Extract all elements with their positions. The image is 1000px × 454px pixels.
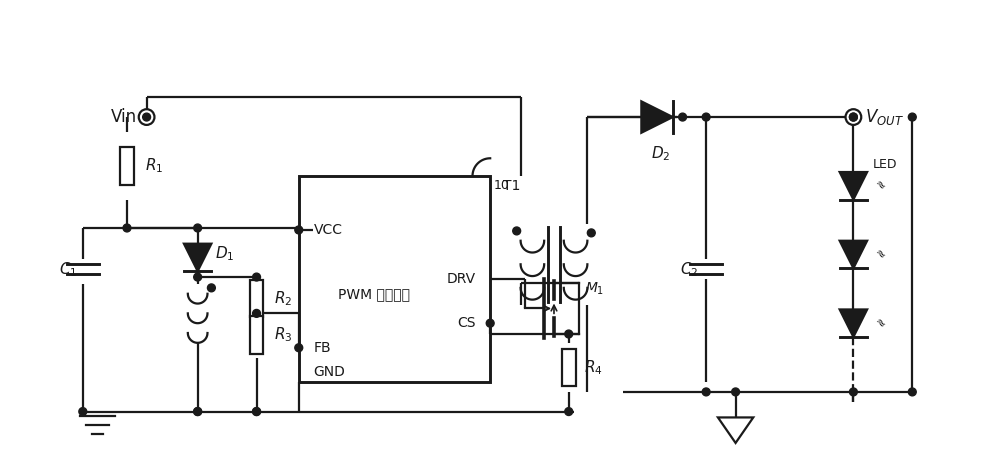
Text: $D_1$: $D_1$: [215, 244, 235, 263]
Text: $V_{OUT}$: $V_{OUT}$: [865, 107, 904, 127]
Circle shape: [679, 113, 687, 121]
Bar: [562, 349, 576, 386]
Circle shape: [513, 227, 521, 235]
Text: 10: 10: [494, 179, 510, 192]
Text: FB: FB: [313, 341, 331, 355]
Text: DRV: DRV: [446, 272, 475, 286]
Text: $D_2$: $D_2$: [651, 144, 671, 163]
Circle shape: [565, 408, 573, 415]
Text: VCC: VCC: [313, 223, 342, 237]
Text: $R_4$: $R_4$: [584, 358, 603, 377]
Bar: [120, 148, 134, 185]
Circle shape: [849, 388, 857, 396]
Text: $M_1$: $M_1$: [585, 281, 605, 297]
Polygon shape: [718, 417, 753, 443]
Circle shape: [207, 284, 215, 292]
Circle shape: [846, 109, 861, 125]
Text: $C_1$: $C_1$: [59, 260, 77, 279]
Circle shape: [253, 273, 260, 281]
Circle shape: [702, 113, 710, 121]
Circle shape: [139, 109, 154, 125]
Bar: [299, 176, 490, 382]
Text: ≈: ≈: [871, 178, 888, 194]
Text: Vin: Vin: [111, 108, 137, 126]
Text: ≈: ≈: [871, 315, 888, 331]
Circle shape: [194, 224, 202, 232]
Text: GND: GND: [313, 365, 345, 379]
Circle shape: [253, 408, 260, 415]
Polygon shape: [184, 244, 211, 271]
Circle shape: [194, 408, 202, 415]
Circle shape: [79, 408, 87, 415]
Text: $R_2$: $R_2$: [274, 289, 292, 308]
Text: $R_1$: $R_1$: [145, 157, 163, 176]
Text: $R_3$: $R_3$: [274, 326, 293, 344]
Text: PWM 控制电路: PWM 控制电路: [338, 287, 410, 301]
Circle shape: [908, 388, 916, 396]
Circle shape: [587, 229, 595, 237]
Circle shape: [908, 113, 916, 121]
Circle shape: [143, 113, 151, 121]
Circle shape: [732, 388, 740, 396]
Circle shape: [194, 408, 202, 415]
Circle shape: [565, 330, 573, 338]
Text: $C_2$: $C_2$: [680, 260, 698, 279]
Text: CS: CS: [457, 316, 475, 330]
Polygon shape: [840, 241, 867, 268]
Circle shape: [253, 310, 260, 317]
Text: LED: LED: [873, 158, 898, 171]
Circle shape: [194, 273, 202, 281]
Circle shape: [849, 113, 857, 121]
Polygon shape: [840, 310, 867, 337]
Text: T1: T1: [503, 179, 520, 193]
Polygon shape: [641, 101, 673, 133]
Polygon shape: [840, 172, 867, 199]
Circle shape: [295, 226, 303, 234]
Circle shape: [253, 408, 260, 415]
Bar: [250, 316, 263, 354]
Text: ≈: ≈: [871, 246, 888, 263]
Bar: [250, 280, 263, 317]
Circle shape: [486, 319, 494, 327]
Circle shape: [702, 388, 710, 396]
Circle shape: [123, 224, 131, 232]
Circle shape: [295, 344, 303, 352]
Circle shape: [849, 113, 857, 121]
